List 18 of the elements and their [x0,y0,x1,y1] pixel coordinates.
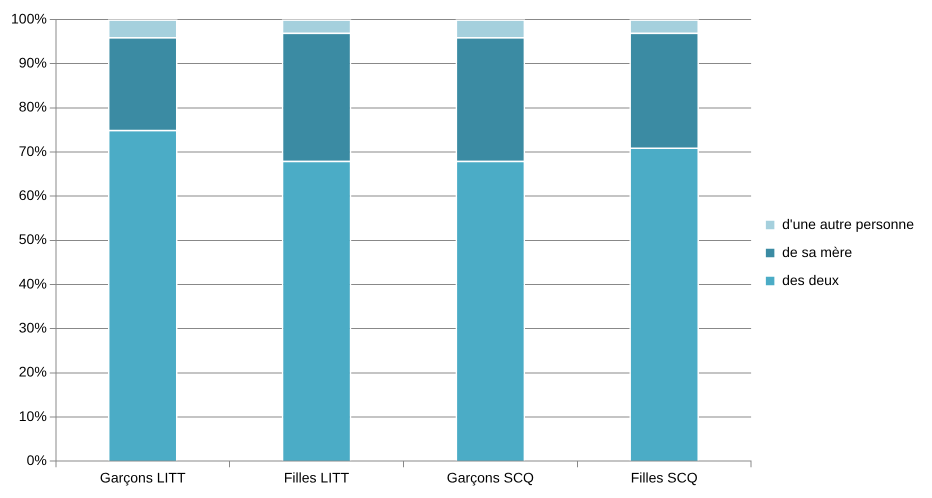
legend-label: de sa mère [782,244,852,260]
y-tick-label: 10% [18,408,47,424]
y-tick-label: 90% [18,54,47,70]
y-tick-label: 70% [18,142,47,159]
y-tick-label: 0% [26,452,47,468]
x-tick-label: Garçons LITT [100,469,186,486]
x-tick-label: Filles LITT [284,469,350,486]
x-tick-label: Filles SCQ [630,469,698,486]
y-tick-label: 20% [18,364,47,380]
y-tick-label: 80% [18,98,47,115]
y-tick-label: 60% [18,186,47,203]
legend-label: d'une autre personne [782,216,914,232]
y-tick-label: 50% [18,231,47,248]
x-tick-label: Garçons SCQ [446,469,534,486]
legend-label: des deux [782,272,839,288]
y-tick-label: 30% [18,320,47,336]
y-tick-label: 40% [18,275,47,292]
y-tick-label: 100% [10,10,47,26]
